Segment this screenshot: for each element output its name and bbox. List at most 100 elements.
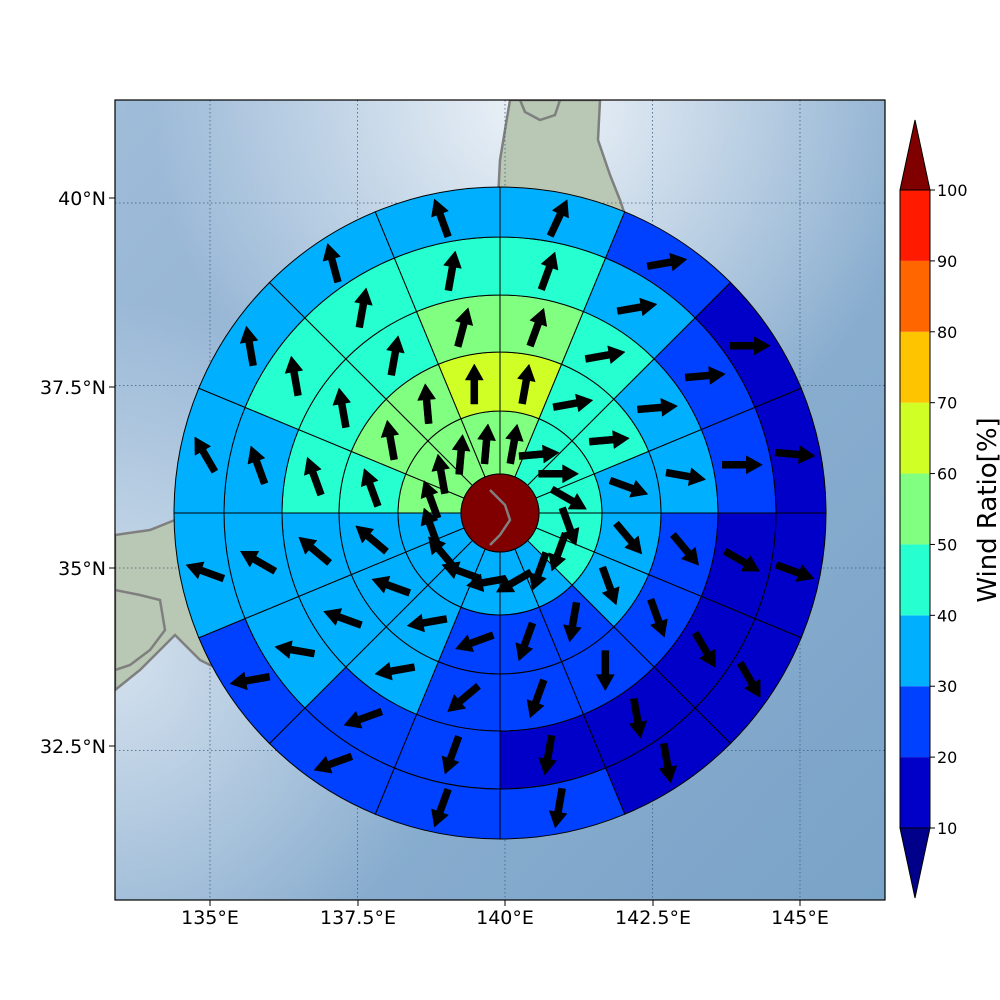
wind-arrow [548,787,568,829]
wind-arrow [464,363,484,405]
wind-arrow [526,678,548,719]
coast-overlay-center [489,489,512,546]
wind-arrow [538,734,557,776]
wind-arrow [774,561,815,582]
colorbar-band [900,190,930,261]
wind-arrow [528,551,550,591]
colorbar-band [900,686,930,758]
wind-arrow [284,355,304,397]
wind-arrow [185,561,226,583]
wind-arrow [546,199,569,238]
wind-arrow [518,444,560,464]
wind-arrow [451,433,471,475]
wind-arrow [431,787,452,828]
wind-arrow [637,397,679,417]
wind-arrow [588,430,630,450]
x-tick-label: 145°E [771,907,829,929]
colorbar-over-triangle [899,119,931,191]
colorbar-tick-label: 90 [937,252,957,271]
wind-arrow [313,752,354,774]
wind-arrow [239,325,259,367]
wind-arrow [616,297,658,317]
wind-arrow [647,597,668,638]
wind-arrow [355,525,389,555]
wind-arrow [669,532,700,566]
colorbar-tick-label: 80 [937,323,957,342]
land-hokkaido-tip [518,100,562,122]
colorbar-under-triangle [899,827,931,899]
colorbar-tick-label: 100 [937,181,968,200]
wind-arrow [431,453,451,495]
x-axis-ticks: 135°E 137.5°E 140°E 142.5°E 145°E [181,900,829,929]
wind-arrow [552,393,594,413]
land-shikoku [115,588,167,672]
colorbar-tick-label: 10 [937,819,957,838]
x-tick-label: 140°E [476,907,534,929]
wind-arrow [247,445,269,486]
wind-arrow [406,613,448,633]
wind-arrow [608,476,649,498]
colorbar-band [900,260,930,332]
x-tick-label: 135°E [181,907,239,929]
wind-arrows [185,198,816,829]
wind-arrow [563,601,582,643]
colorbar-tick-label: 50 [937,535,957,554]
colorbar-ticks: 10 20 30 40 50 60 70 80 90 100 [930,181,968,838]
wind-arrow [595,650,615,692]
wind-arrow [736,660,761,698]
map-panel [115,100,885,900]
wind-arrow [303,456,325,497]
y-axis-ticks: 40°N 37.5°N 35°N 32.5°N [40,188,115,758]
wind-arrow [774,445,816,465]
wind-arrow [613,520,643,555]
wind-arrow [431,198,452,239]
wind-arrow [505,423,524,465]
wind-arrow [386,335,405,376]
colorbar-band [900,544,930,616]
y-tick-label: 40°N [58,188,106,210]
colorbar-tick-label: 40 [937,606,957,625]
y-tick-label: 37.5°N [40,377,106,399]
wind-arrow [538,464,580,484]
colorbar: 10 20 30 40 50 60 70 80 90 100 Wind Ratio[%] [899,119,1000,899]
colorbar-band [900,757,930,828]
wind-arrow [374,661,416,681]
wind-arrow [420,507,442,548]
colorbar-band [900,331,930,403]
wind-arrow [665,467,707,486]
colorbar-band [900,402,930,474]
wind-arrow [598,565,620,606]
colorbar-tick-label: 20 [937,748,957,767]
x-tick-label: 142.5°E [615,907,691,929]
wind-arrow [298,536,333,566]
wind-arrow [730,336,771,356]
colorbar-tick-label: 60 [937,465,957,484]
colorbar-band [900,473,930,545]
wind-arrow [691,630,716,668]
wind-arrow [194,436,219,474]
wind-arrow [229,671,271,691]
colorbar-label: Wind Ratio[%] [973,417,1000,602]
wind-arrow [420,480,442,520]
wind-arrow [658,742,678,784]
wind-arrow [380,419,400,461]
wind-arrow [628,697,648,739]
wind-arrow [722,455,763,475]
wind-arrow [684,366,726,385]
y-tick-label: 32.5°N [40,736,106,758]
wind-arrow [323,608,363,629]
wind-arrow [360,468,382,508]
wind-arrow [417,383,437,425]
wind-arrow [646,252,688,272]
wind-arrow [495,568,534,593]
wind-arrow [517,363,536,405]
colorbar-outline [899,189,931,829]
wind-arrow [454,307,474,348]
wind-arrow [322,242,342,284]
wind-arrow [354,287,373,329]
wind-sector [374,186,501,259]
wind-arrow [343,707,384,729]
colorbar-tick-label: 30 [937,677,957,696]
wind-ratio-sectors [173,186,827,840]
y-tick-label: 35°N [58,558,106,580]
